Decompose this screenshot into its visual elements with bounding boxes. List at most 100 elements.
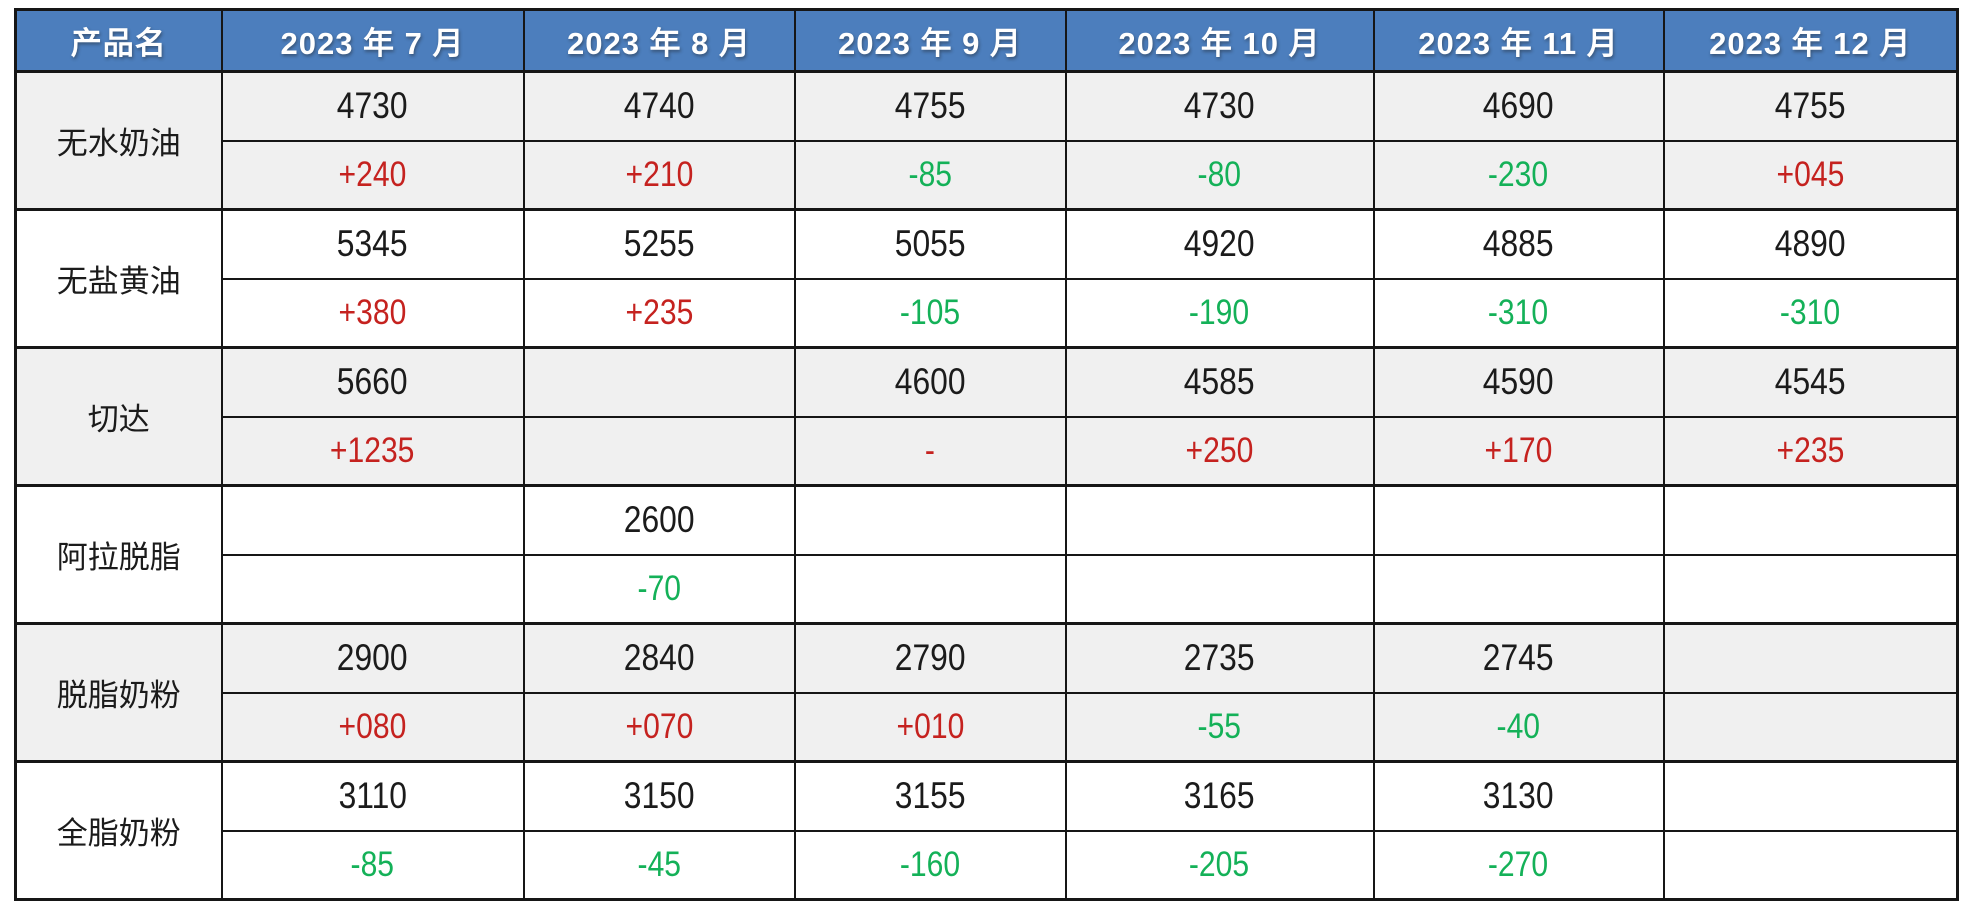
change-cell: -190: [1064, 277, 1375, 349]
product-name-cell: 脱脂奶粉: [14, 622, 223, 763]
change-value: -80: [1197, 154, 1242, 194]
change-value: -: [924, 430, 936, 470]
price-value: 4545: [1774, 361, 1846, 403]
change-cell: [1662, 691, 1959, 763]
change-value: -45: [637, 844, 681, 884]
price-value: 4890: [1774, 223, 1846, 265]
change-cell: +170: [1372, 415, 1665, 487]
month-column-header: 2023 年 11 月: [1372, 8, 1665, 73]
price-cell: [522, 346, 796, 418]
change-row: +240 +210 -85 -80 -230 +045: [16, 139, 1959, 211]
change-row: -70: [16, 553, 1959, 625]
change-cell: +235: [522, 277, 796, 349]
change-value: +380: [338, 292, 407, 332]
price-cell: 4590: [1372, 346, 1665, 418]
price-cell: 3165: [1064, 760, 1375, 832]
price-cell: 4600: [793, 346, 1067, 418]
price-cell: [1372, 484, 1665, 556]
change-cell: -310: [1662, 277, 1959, 349]
price-value: 2600: [623, 499, 695, 541]
change-cell: [1662, 829, 1959, 901]
price-cell: 2600: [522, 484, 796, 556]
price-cell: [793, 484, 1067, 556]
change-cell: -85: [793, 139, 1067, 211]
change-value: +070: [625, 706, 693, 746]
price-cell: 3155: [793, 760, 1067, 832]
change-value: +240: [338, 154, 407, 194]
change-value: +1235: [330, 430, 415, 470]
price-cell: 2840: [522, 622, 796, 694]
price-value: 3155: [894, 775, 966, 817]
price-table-container: 产品名 2023 年 7 月 2023 年 8 月 2023 年 9 月 2023 年 …: [14, 8, 1959, 901]
change-cell: -310: [1372, 277, 1665, 349]
change-cell: -205: [1064, 829, 1375, 901]
table-body: 无水奶油 4730 4740 4755 4730 4690 4755 +240 +210 -85-…: [14, 70, 1959, 901]
product-name-column-header: 产品名: [14, 8, 223, 73]
price-cell: 5345: [220, 208, 525, 280]
change-cell: -270: [1372, 829, 1665, 901]
change-value: -160: [899, 844, 961, 884]
month-column-header: 2023 年 12 月: [1662, 8, 1959, 73]
price-value: 4755: [1774, 85, 1846, 127]
price-value: 3165: [1184, 775, 1255, 817]
price-value: 2735: [1184, 637, 1255, 679]
price-value: 2900: [337, 637, 408, 679]
price-value: 4590: [1483, 361, 1554, 403]
price-value: 4730: [337, 85, 408, 127]
change-value: -230: [1488, 154, 1549, 194]
price-value: 4755: [894, 85, 966, 127]
change-cell: -160: [793, 829, 1067, 901]
price-cell: 3130: [1372, 760, 1665, 832]
price-value: 5660: [337, 361, 408, 403]
change-cell: +235: [1662, 415, 1959, 487]
price-cell: [1662, 484, 1959, 556]
price-cell: 2900: [220, 622, 525, 694]
change-value: -85: [908, 154, 952, 194]
price-cell: 5660: [220, 346, 525, 418]
change-cell: -45: [522, 829, 796, 901]
change-cell: [1372, 553, 1665, 625]
change-cell: [220, 553, 525, 625]
price-cell: 4690: [1372, 70, 1665, 142]
change-cell: +080: [220, 691, 525, 763]
price-value: 4600: [894, 361, 966, 403]
price-cell: 2745: [1372, 622, 1665, 694]
change-value: +080: [338, 706, 407, 746]
price-row: 阿拉脱脂 2600: [14, 484, 1959, 625]
price-cell: 2735: [1064, 622, 1375, 694]
price-value: 2745: [1483, 637, 1554, 679]
change-value: +235: [625, 292, 693, 332]
price-value: 5345: [337, 223, 408, 265]
change-row: +380 +235 -105 -190 -310 -310: [16, 277, 1959, 349]
change-value: +170: [1484, 430, 1553, 470]
month-column-header: 2023 年 7 月: [220, 8, 525, 73]
price-value: 2790: [894, 637, 966, 679]
price-value: 4585: [1184, 361, 1255, 403]
change-cell: +070: [522, 691, 796, 763]
change-cell: -230: [1372, 139, 1665, 211]
price-cell: 4885: [1372, 208, 1665, 280]
price-cell: [1064, 484, 1375, 556]
change-cell: -: [793, 415, 1067, 487]
price-value: 3110: [338, 775, 407, 817]
price-value: 5255: [623, 223, 695, 265]
price-row: 无水奶油 4730 4740 4755 4730 4690 4755: [14, 70, 1959, 211]
change-cell: [1662, 553, 1959, 625]
change-value: -190: [1189, 292, 1250, 332]
price-value: 4730: [1184, 85, 1255, 127]
product-name-cell: 全脂奶粉: [14, 760, 223, 901]
change-value: -310: [1488, 292, 1549, 332]
price-row: 切达 5660 4600 4585 4590 4545: [14, 346, 1959, 487]
product-name-cell: 阿拉脱脂: [14, 484, 223, 625]
change-value: -40: [1496, 706, 1541, 746]
product-name-cell: 切达: [14, 346, 223, 487]
change-cell: -55: [1064, 691, 1375, 763]
change-row: +080 +070 +010 -55 -40: [16, 691, 1959, 763]
change-value: +250: [1185, 430, 1254, 470]
price-cell: 4755: [1662, 70, 1959, 142]
price-cell: 5055: [793, 208, 1067, 280]
change-cell: +1235: [220, 415, 525, 487]
price-cell: 5255: [522, 208, 796, 280]
price-cell: 2790: [793, 622, 1067, 694]
month-column-header: 2023 年 10 月: [1064, 8, 1375, 73]
